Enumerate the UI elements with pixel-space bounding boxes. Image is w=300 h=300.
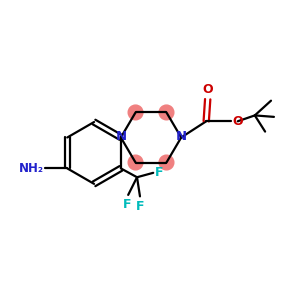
Text: NH₂: NH₂	[19, 162, 44, 175]
Text: F: F	[155, 166, 163, 179]
Circle shape	[159, 155, 174, 170]
Circle shape	[159, 105, 174, 120]
Circle shape	[128, 155, 143, 170]
Text: N: N	[176, 130, 187, 142]
Text: F: F	[136, 200, 144, 213]
Text: O: O	[233, 115, 243, 128]
Text: O: O	[202, 83, 213, 96]
Text: F: F	[122, 198, 131, 212]
Text: N: N	[115, 130, 126, 142]
Circle shape	[128, 105, 143, 120]
